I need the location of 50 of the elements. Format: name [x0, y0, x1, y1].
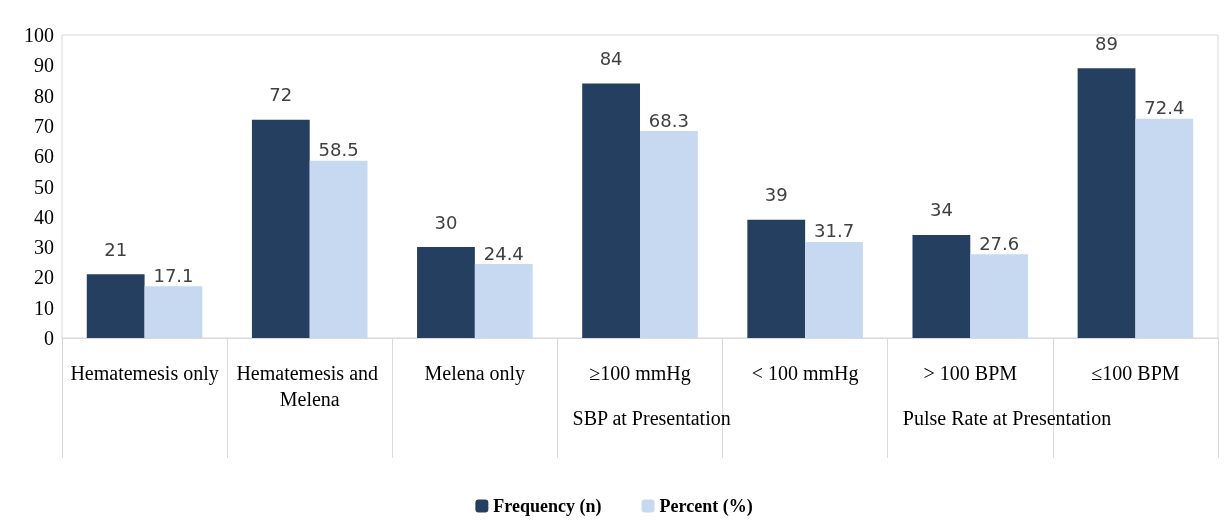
data-label: 68.3: [648, 109, 689, 131]
bar: [144, 286, 203, 338]
x-tick-label: Hematemesis only: [70, 362, 219, 385]
legend-label: Percent (%): [659, 496, 753, 517]
x-tick-label: ≥100 mmHg: [589, 362, 691, 385]
data-label: 30: [434, 211, 458, 233]
data-label: 34: [929, 199, 953, 221]
y-tick-label: 60: [34, 145, 54, 168]
y-tick-label: 50: [34, 175, 54, 198]
bar: [970, 254, 1029, 338]
y-tick-label: 30: [34, 236, 54, 259]
bar: [474, 264, 533, 338]
x-tick-label: Melena only: [424, 362, 526, 385]
data-label: 72.4: [1144, 97, 1185, 119]
x-tick-label: Hematemesis and Melena: [236, 362, 384, 410]
y-tick-label: 80: [34, 84, 54, 107]
data-label: 58.5: [318, 139, 359, 161]
data-label: 27.6: [979, 232, 1020, 254]
y-tick-label: 0: [44, 327, 54, 349]
y-tick-label: 90: [34, 54, 54, 77]
bar: [251, 119, 310, 338]
bar: [640, 131, 698, 338]
text: SBP at Presentation: [572, 407, 731, 429]
bar: [582, 83, 640, 338]
bar: [86, 274, 145, 338]
bar: [417, 247, 475, 338]
bar: [1135, 118, 1194, 338]
y-tick-label: 20: [34, 266, 54, 289]
legend-label: Frequency (n): [493, 496, 602, 517]
data-label: 21: [104, 238, 128, 260]
data-label: 31.7: [814, 220, 855, 242]
y-tick-label: 40: [34, 205, 54, 228]
text: Pulse Rate at Presentation: [902, 407, 1112, 429]
bar: [1077, 68, 1136, 338]
data-label: 24.4: [483, 242, 524, 264]
data-label: 72: [269, 84, 293, 106]
x-tick-label: ≤100 BPM: [1091, 362, 1180, 384]
bar: [912, 234, 971, 338]
y-tick-label: 70: [34, 114, 54, 137]
data-label: 89: [1095, 32, 1118, 54]
data-label: 84: [599, 47, 623, 69]
data-label: 17.1: [153, 264, 194, 286]
x-tick-label: < 100 mmHg: [751, 362, 859, 385]
y-tick-label: 100: [24, 24, 54, 46]
bar: [747, 219, 806, 338]
data-label: 39: [764, 184, 788, 206]
bar: [309, 160, 368, 338]
x-tick-label: > 100 BPM: [923, 362, 1018, 384]
y-tick-label: 10: [34, 296, 54, 319]
bar: [805, 241, 863, 338]
